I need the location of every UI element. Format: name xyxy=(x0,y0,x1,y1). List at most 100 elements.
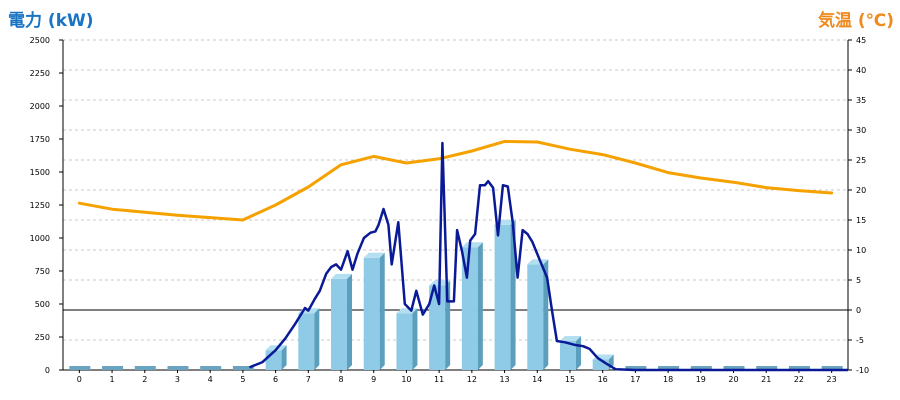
bar-front xyxy=(298,313,315,370)
left-tick-label: 0 xyxy=(45,366,50,375)
left-tick-label: 750 xyxy=(35,267,50,276)
bar-zero xyxy=(200,366,222,370)
power-line xyxy=(248,141,848,372)
x-tick-label: 5 xyxy=(240,375,245,384)
right-tick-label: 20 xyxy=(856,186,866,195)
axes xyxy=(59,39,852,373)
x-tick-label: 18 xyxy=(663,375,673,384)
power-bar xyxy=(363,252,385,370)
x-tick-label: 8 xyxy=(338,375,343,384)
bar-front xyxy=(494,224,511,370)
x-tick-label: 12 xyxy=(467,375,477,384)
bar-side xyxy=(412,308,418,370)
temperature-line xyxy=(77,139,834,222)
bar-top xyxy=(363,252,385,258)
x-tick-label: 19 xyxy=(696,375,706,384)
left-tick-label: 250 xyxy=(35,333,50,342)
bar-side xyxy=(281,345,287,370)
x-tick-label: 7 xyxy=(306,375,311,384)
bar-zero xyxy=(788,366,810,370)
right-tick-label: 45 xyxy=(856,36,866,45)
bar-front xyxy=(396,313,413,370)
bar-top xyxy=(559,335,581,341)
x-tick-label: 21 xyxy=(761,375,771,384)
right-tick-label: -5 xyxy=(856,336,864,345)
bar-side xyxy=(445,280,451,370)
power-bar xyxy=(429,280,451,370)
x-tick-label: 6 xyxy=(273,375,278,384)
left-tick-label: 1500 xyxy=(30,168,50,177)
right-tick-label: 35 xyxy=(856,96,866,105)
left-tick-label: 1750 xyxy=(30,135,50,144)
x-tick-label: 10 xyxy=(401,375,411,384)
bar-zero xyxy=(69,366,91,370)
bar-zero xyxy=(723,366,745,370)
x-tick-label: 13 xyxy=(499,375,509,384)
x-tick-label: 23 xyxy=(827,375,837,384)
left-tick-label: 2500 xyxy=(30,36,50,45)
lines xyxy=(77,139,848,372)
power-bar xyxy=(396,308,418,370)
bar-side xyxy=(477,242,483,370)
x-tick-label: 20 xyxy=(728,375,738,384)
bar-front xyxy=(592,359,609,370)
x-tick-label: 0 xyxy=(77,375,82,384)
left-axis-title: 電力 (kW) xyxy=(8,11,94,31)
grid-lines xyxy=(63,39,848,371)
bar-top xyxy=(461,242,483,248)
x-tick-label: 9 xyxy=(371,375,376,384)
bar-zero xyxy=(756,366,778,370)
left-tick-label: 2250 xyxy=(30,69,50,78)
bar-front xyxy=(363,257,380,370)
bar-front xyxy=(527,264,544,370)
right-tick-label: 25 xyxy=(856,156,866,165)
left-tick-label: 1250 xyxy=(30,201,50,210)
bar-top xyxy=(527,259,549,265)
x-tick-label: 16 xyxy=(598,375,608,384)
x-tick-label: 1 xyxy=(110,375,115,384)
bar-zero xyxy=(625,366,647,370)
bar-zero xyxy=(690,366,712,370)
x-tick-label: 2 xyxy=(142,375,147,384)
x-tick-label: 4 xyxy=(208,375,213,384)
right-tick-label: 40 xyxy=(856,66,866,75)
left-tick-label: 1000 xyxy=(30,234,50,243)
left-tick-label: 500 xyxy=(35,300,50,309)
bar-zero xyxy=(232,366,254,370)
bar-side xyxy=(314,308,320,370)
x-tick-label: 14 xyxy=(532,375,542,384)
tick-labels: 02505007501000125015001750200022502500-1… xyxy=(30,36,869,384)
bar-side xyxy=(347,273,353,370)
right-tick-label: 30 xyxy=(856,126,866,135)
bar-zero xyxy=(167,366,189,370)
power-bar xyxy=(331,273,353,370)
bar-side xyxy=(543,259,549,370)
bar-zero xyxy=(821,366,843,370)
bar-side xyxy=(379,252,385,370)
x-tick-label: 11 xyxy=(434,375,444,384)
right-tick-label: 10 xyxy=(856,246,866,255)
bar-side xyxy=(575,335,581,370)
right-tick-label: 5 xyxy=(856,276,861,285)
power-bar xyxy=(298,308,320,370)
bar-top xyxy=(331,273,353,279)
left-tick-label: 2000 xyxy=(30,102,50,111)
bar-zero xyxy=(102,366,124,370)
bar-front xyxy=(429,285,446,370)
bar-zero xyxy=(134,366,156,370)
power-bar xyxy=(494,219,516,370)
right-tick-label: 15 xyxy=(856,216,866,225)
right-axis-title: 気温 (℃) xyxy=(817,11,894,31)
x-tick-label: 15 xyxy=(565,375,575,384)
x-tick-label: 22 xyxy=(794,375,804,384)
x-tick-label: 3 xyxy=(175,375,180,384)
right-tick-label: 0 xyxy=(856,306,861,315)
right-tick-label: -10 xyxy=(856,366,869,375)
bar-side xyxy=(510,219,516,370)
x-tick-label: 17 xyxy=(630,375,640,384)
bar-front xyxy=(331,278,348,370)
bar-zero xyxy=(658,366,680,370)
power-bar xyxy=(527,259,549,370)
bar-front xyxy=(559,340,576,370)
